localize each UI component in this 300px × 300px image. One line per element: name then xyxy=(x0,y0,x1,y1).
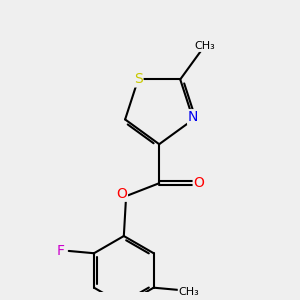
Text: S: S xyxy=(134,72,142,86)
Text: CH₃: CH₃ xyxy=(178,287,200,297)
Text: N: N xyxy=(188,110,198,124)
Text: F: F xyxy=(56,244,64,258)
Text: O: O xyxy=(116,187,127,201)
Text: O: O xyxy=(194,176,205,190)
Text: CH₃: CH₃ xyxy=(195,41,215,51)
